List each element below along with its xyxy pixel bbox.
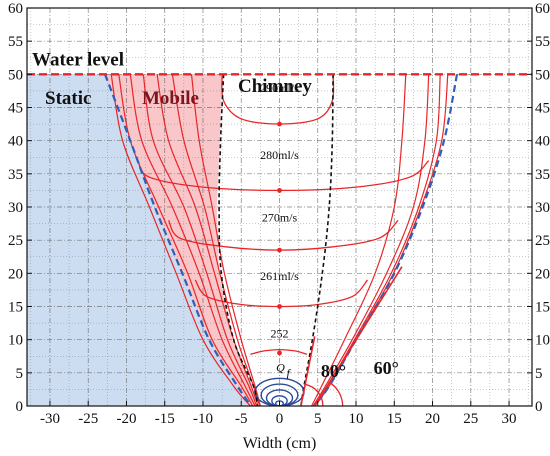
contour-center-point: [277, 350, 282, 356]
y-tick-label-left: 20: [8, 266, 23, 282]
angle-line: [300, 336, 316, 406]
inlet-label: Q: [276, 361, 285, 375]
line-layer: [103, 73, 459, 406]
y-tick-label-right: 10: [535, 333, 550, 349]
y-tick-label-left: 35: [8, 167, 23, 183]
y-tick-label-left: 30: [8, 200, 23, 216]
flow-ray-line: [142, 74, 258, 406]
contour-center-point: [277, 247, 282, 253]
chimney-boundary-right: [300, 74, 334, 406]
y-tick-label-left: 50: [8, 67, 23, 83]
y-tick-label-right: 40: [535, 134, 550, 150]
x-axis-title: Width (cm): [243, 435, 317, 452]
inlet-label-subscript: f: [287, 366, 292, 380]
y-tick-label-left: 60: [8, 1, 23, 17]
angle-arc: [328, 381, 344, 406]
x-tick-label: -30: [40, 411, 60, 427]
boundary-left-line: [103, 73, 253, 406]
y-tick-label-right: 35: [535, 167, 550, 183]
y-tick-label-right: 55: [535, 34, 550, 50]
y-tick-label-right: 0: [535, 399, 543, 415]
flow-ray-line: [156, 74, 259, 406]
y-tick-label-right: 15: [535, 300, 550, 316]
contour-label: 280ml/s: [260, 148, 299, 162]
y-tick-label-left: 45: [8, 101, 23, 117]
contour-label: 261ml/s: [260, 269, 299, 283]
y-tick-label-right: 60: [535, 1, 550, 17]
contour-label: 270m/s: [262, 211, 298, 225]
x-tick-label: -10: [193, 411, 213, 427]
flow-ray-line: [312, 74, 430, 406]
y-tick-label-right: 20: [535, 266, 550, 282]
y-tick-label-left: 0: [16, 399, 24, 415]
angle-arc: [304, 383, 324, 406]
contour-center-point: [277, 304, 282, 309]
x-tick-label: -25: [78, 411, 98, 427]
boundary-right-line: [313, 74, 459, 406]
y-tick-label-right: 45: [535, 101, 550, 117]
y-tick-label-right: 50: [535, 67, 550, 83]
region-static-label: Static: [45, 88, 91, 109]
contour-label: 290ml/s: [260, 81, 299, 95]
y-tick-label-right: 30: [535, 200, 550, 216]
x-tick-label: -15: [155, 411, 175, 427]
flow-ray-line: [129, 74, 256, 406]
x-tick-label: -20: [116, 411, 136, 427]
region-mobile-label: Mobile: [142, 88, 199, 109]
flow-contour-line: [250, 348, 308, 355]
y-tick-label-left: 10: [8, 333, 23, 349]
water-level-label: Water level: [32, 49, 124, 70]
x-tick-label: 15: [387, 411, 402, 427]
contour-label: 252: [271, 327, 289, 341]
x-tick-label: 25: [463, 411, 478, 427]
y-tick-label-right: 25: [535, 233, 550, 249]
y-tick-label-left: 5: [16, 366, 24, 382]
x-tick-label: 20: [425, 411, 440, 427]
angle-label-80: 80°: [321, 361, 346, 381]
x-tick-label: -5: [235, 411, 248, 427]
flow-ray-line: [190, 74, 261, 406]
angle-line: [314, 266, 403, 406]
chimney-boundary-left: [218, 74, 259, 406]
y-tick-label-left: 55: [8, 34, 23, 50]
inlet-ring: [271, 395, 288, 406]
y-tick-label-right: 5: [535, 366, 543, 382]
x-tick-label: 30: [502, 411, 517, 427]
x-tick-label: 0: [276, 411, 284, 427]
flow-ray-line: [110, 74, 251, 406]
contour-center-point: [277, 188, 282, 193]
angle-label-60: 60°: [374, 358, 399, 378]
y-tick-label-left: 25: [8, 233, 23, 249]
x-tick-label: 10: [349, 411, 364, 427]
y-tick-label-left: 40: [8, 134, 23, 150]
flow-ray-line: [311, 74, 407, 406]
y-tick-label-left: 15: [8, 300, 23, 316]
x-tick-label: 5: [314, 411, 322, 427]
contour-center-point: [277, 121, 282, 127]
chimney-label: Chimney: [238, 76, 312, 97]
inlet-ring: [274, 400, 285, 406]
